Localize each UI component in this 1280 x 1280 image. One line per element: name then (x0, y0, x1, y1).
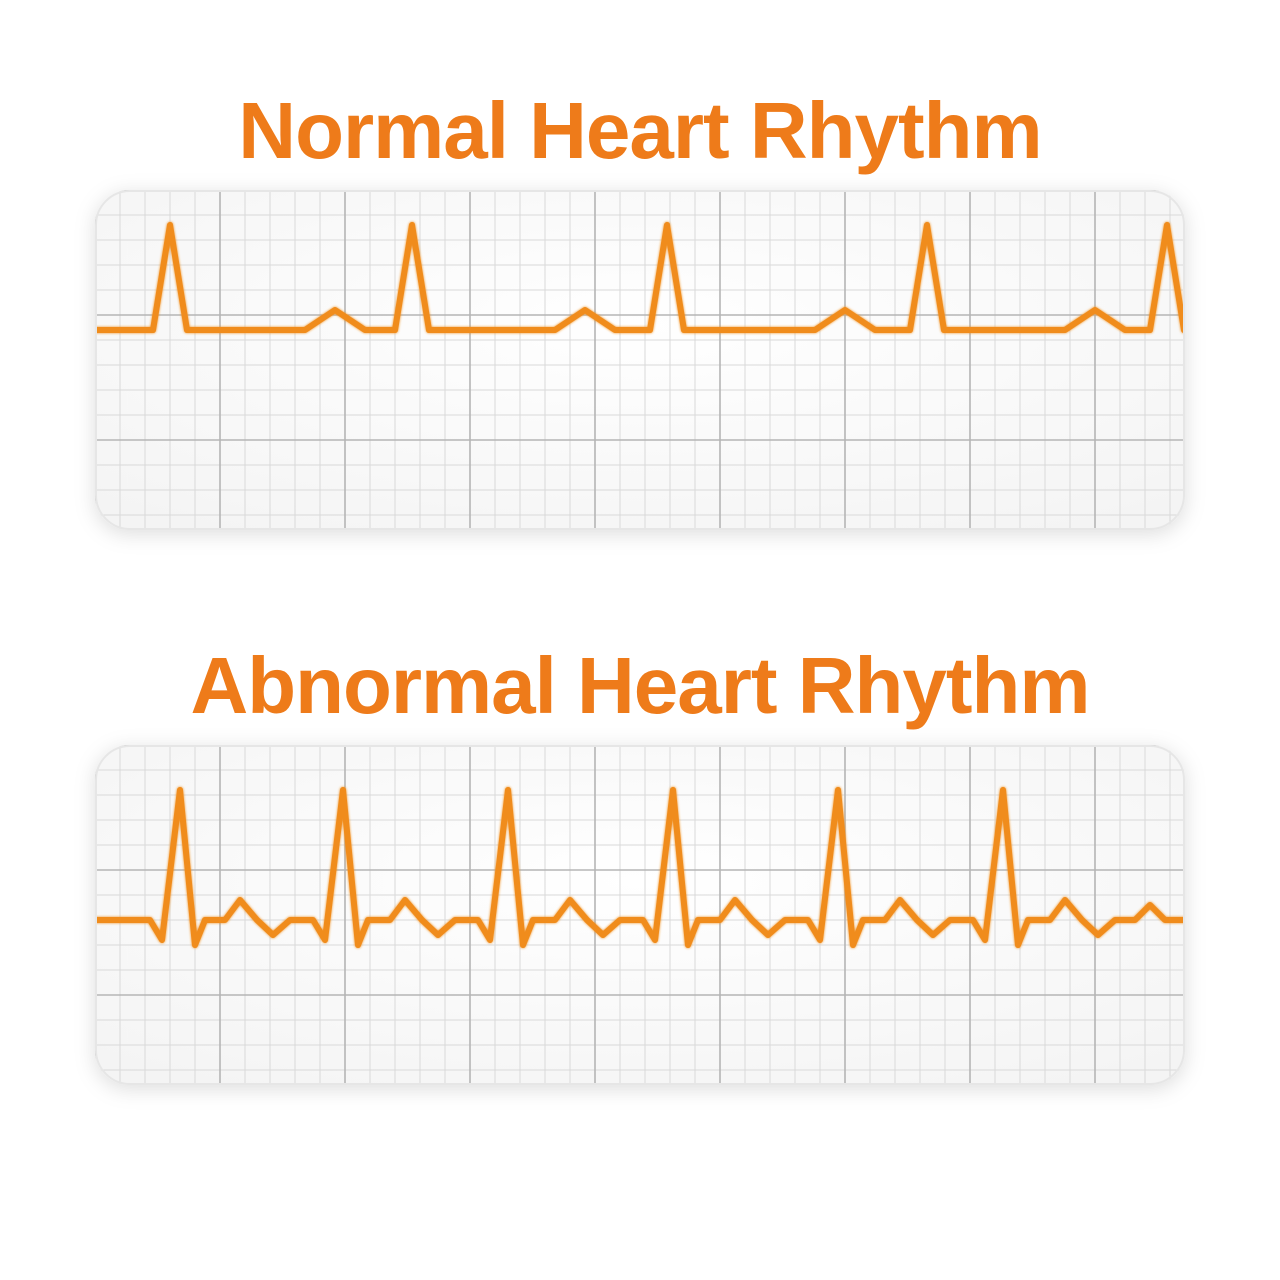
normal-ecg-panel (95, 190, 1185, 530)
figure-container: Normal Heart Rhythm Abnormal Heart Rhyth… (0, 0, 1280, 1280)
normal-panel-title: Normal Heart Rhythm (0, 85, 1280, 177)
abnormal-panel-title: Abnormal Heart Rhythm (0, 640, 1280, 732)
abnormal-ecg-panel (95, 745, 1185, 1085)
